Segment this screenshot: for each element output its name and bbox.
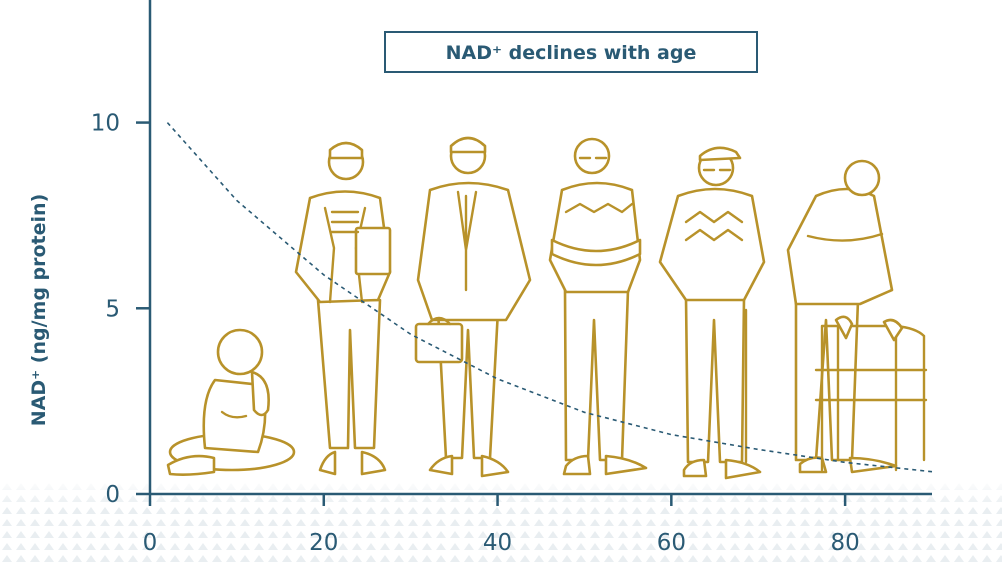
y-axis-title: NAD⁺ (ng/mg protein) (28, 194, 50, 427)
baby-figure (166, 328, 296, 476)
sweater-man-figure (548, 137, 648, 476)
y-tick-label: 10 (91, 111, 120, 137)
young-man-figure (294, 141, 392, 476)
businessman-figure (414, 136, 532, 478)
elderly-man-figure (786, 159, 928, 474)
series-line-0 (166, 122, 933, 473)
title-box: NAD⁺ declines with age (384, 31, 758, 73)
x-tick-label: 80 (830, 530, 859, 556)
x-axis-ticks: 0 20 40 60 80 (143, 494, 860, 556)
older-man-figure (658, 146, 766, 480)
x-tick-label: 60 (657, 530, 686, 556)
series-layer (166, 122, 933, 473)
x-tick-label: 40 (483, 530, 512, 556)
y-axis-ticks: 0 5 10 (91, 111, 150, 508)
y-tick-label: 0 (105, 482, 120, 508)
x-tick-label: 0 (143, 530, 158, 556)
x-tick-label: 20 (309, 530, 338, 556)
y-tick-label: 5 (105, 296, 120, 322)
chart-title: NAD⁺ declines with age (446, 42, 697, 64)
age-illustrations (166, 136, 928, 480)
